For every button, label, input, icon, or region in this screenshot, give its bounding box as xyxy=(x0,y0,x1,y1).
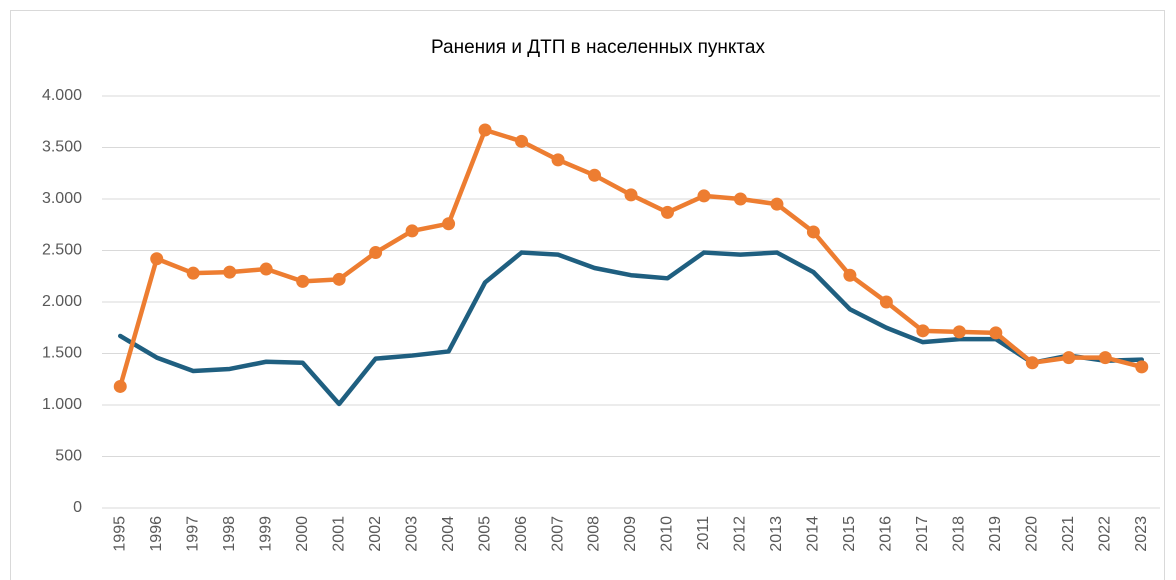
marker xyxy=(916,324,930,338)
marker xyxy=(624,188,638,202)
marker xyxy=(806,225,820,239)
y-tick-label: 4.000 xyxy=(42,87,82,104)
chart-frame xyxy=(10,10,1165,580)
x-tick-label: 2022 xyxy=(1096,516,1113,552)
x-tick-label: 2020 xyxy=(1024,516,1041,552)
marker xyxy=(150,252,164,266)
x-tick-label: 2018 xyxy=(951,516,968,552)
x-tick-label: 1998 xyxy=(221,516,238,552)
y-tick-label: 2.000 xyxy=(42,293,82,310)
x-tick-label: 2006 xyxy=(513,516,530,552)
x-tick-label: 2013 xyxy=(768,516,785,552)
x-tick-label: 1999 xyxy=(257,516,274,552)
x-tick-label: 2014 xyxy=(805,516,822,552)
marker xyxy=(697,189,711,203)
x-tick-label: 2002 xyxy=(367,516,384,552)
y-tick-label: 3.500 xyxy=(42,139,82,156)
marker xyxy=(515,134,529,148)
x-tick-label: 2021 xyxy=(1060,516,1077,552)
x-tick-label: 2008 xyxy=(586,516,603,552)
series-line xyxy=(117,250,1145,407)
x-tick-label: 2004 xyxy=(440,516,457,552)
y-tick-label: 1.000 xyxy=(42,396,82,413)
x-tick-label: 2015 xyxy=(841,516,858,552)
x-tick-label: 2023 xyxy=(1133,516,1150,552)
x-tick-label: 2009 xyxy=(622,516,639,552)
marker xyxy=(405,224,419,238)
x-tick-label: 1995 xyxy=(111,516,128,552)
y-tick-label: 2.500 xyxy=(42,242,82,259)
marker xyxy=(186,266,200,280)
marker xyxy=(442,217,456,231)
x-tick-label: 2003 xyxy=(403,516,420,552)
marker xyxy=(296,274,310,288)
marker xyxy=(1025,356,1039,370)
marker xyxy=(1062,351,1076,365)
y-tick-label: 3.000 xyxy=(42,190,82,207)
x-tick-label: 2011 xyxy=(695,516,712,551)
marker xyxy=(879,295,893,309)
x-tick-label: 2000 xyxy=(294,516,311,552)
y-tick-label: 0 xyxy=(73,499,82,516)
marker xyxy=(551,153,565,167)
marker xyxy=(113,379,127,393)
x-tick-label: 2001 xyxy=(330,516,347,552)
marker xyxy=(989,326,1003,340)
marker xyxy=(259,262,273,276)
marker xyxy=(770,197,784,211)
x-tick-label: 1997 xyxy=(184,516,201,552)
marker xyxy=(952,325,966,339)
x-tick-label: 2007 xyxy=(549,516,566,552)
marker xyxy=(733,192,747,206)
marker xyxy=(1135,360,1149,374)
x-tick-label: 2010 xyxy=(659,516,676,552)
marker xyxy=(369,246,383,260)
marker xyxy=(660,205,674,219)
marker xyxy=(843,268,857,282)
marker xyxy=(1098,351,1112,365)
y-tick-label: 1.500 xyxy=(42,345,82,362)
marker xyxy=(332,272,346,286)
marker xyxy=(478,123,492,137)
x-tick-label: 2005 xyxy=(476,516,493,552)
marker xyxy=(588,168,602,182)
chart-title: Ранения и ДТП в населенных пунктах xyxy=(431,37,765,58)
x-tick-label: 2017 xyxy=(914,516,931,552)
y-tick-label: 500 xyxy=(55,448,82,465)
x-tick-label: 2019 xyxy=(987,516,1004,552)
marker xyxy=(223,265,237,279)
x-tick-label: 1996 xyxy=(148,516,165,552)
x-tick-label: 2016 xyxy=(878,516,895,552)
x-tick-label: 2012 xyxy=(732,516,749,552)
